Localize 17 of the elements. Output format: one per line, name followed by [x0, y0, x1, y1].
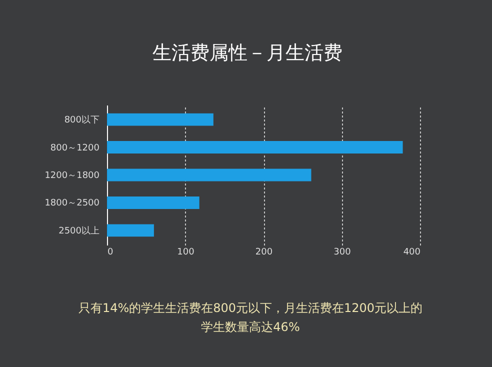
bar [107, 141, 403, 154]
bar [107, 168, 312, 182]
y-tick-label: 800以下 [64, 114, 100, 126]
x-tick-label: 100 [177, 248, 195, 258]
bar [107, 196, 200, 209]
bar [107, 224, 154, 237]
y-tick-label: 2500以上 [58, 225, 100, 236]
bar [107, 113, 214, 126]
x-tick-label: 300 [334, 248, 352, 258]
y-tick-label: 1200～1800 [44, 171, 100, 181]
x-tick-label: 200 [255, 248, 273, 258]
y-tick-label: 800～1200 [50, 143, 100, 154]
text: 只有14%的学生生活费在800元以下，月生活费在1200元以上的学生数量高达46% [78, 301, 423, 334]
y-tick-label: 1800～2500 [44, 198, 100, 209]
x-tick-label: 0 [108, 248, 114, 258]
chart-title: 生活费属性－月生活费 [152, 42, 342, 64]
x-tick-label: 400 [403, 248, 421, 258]
